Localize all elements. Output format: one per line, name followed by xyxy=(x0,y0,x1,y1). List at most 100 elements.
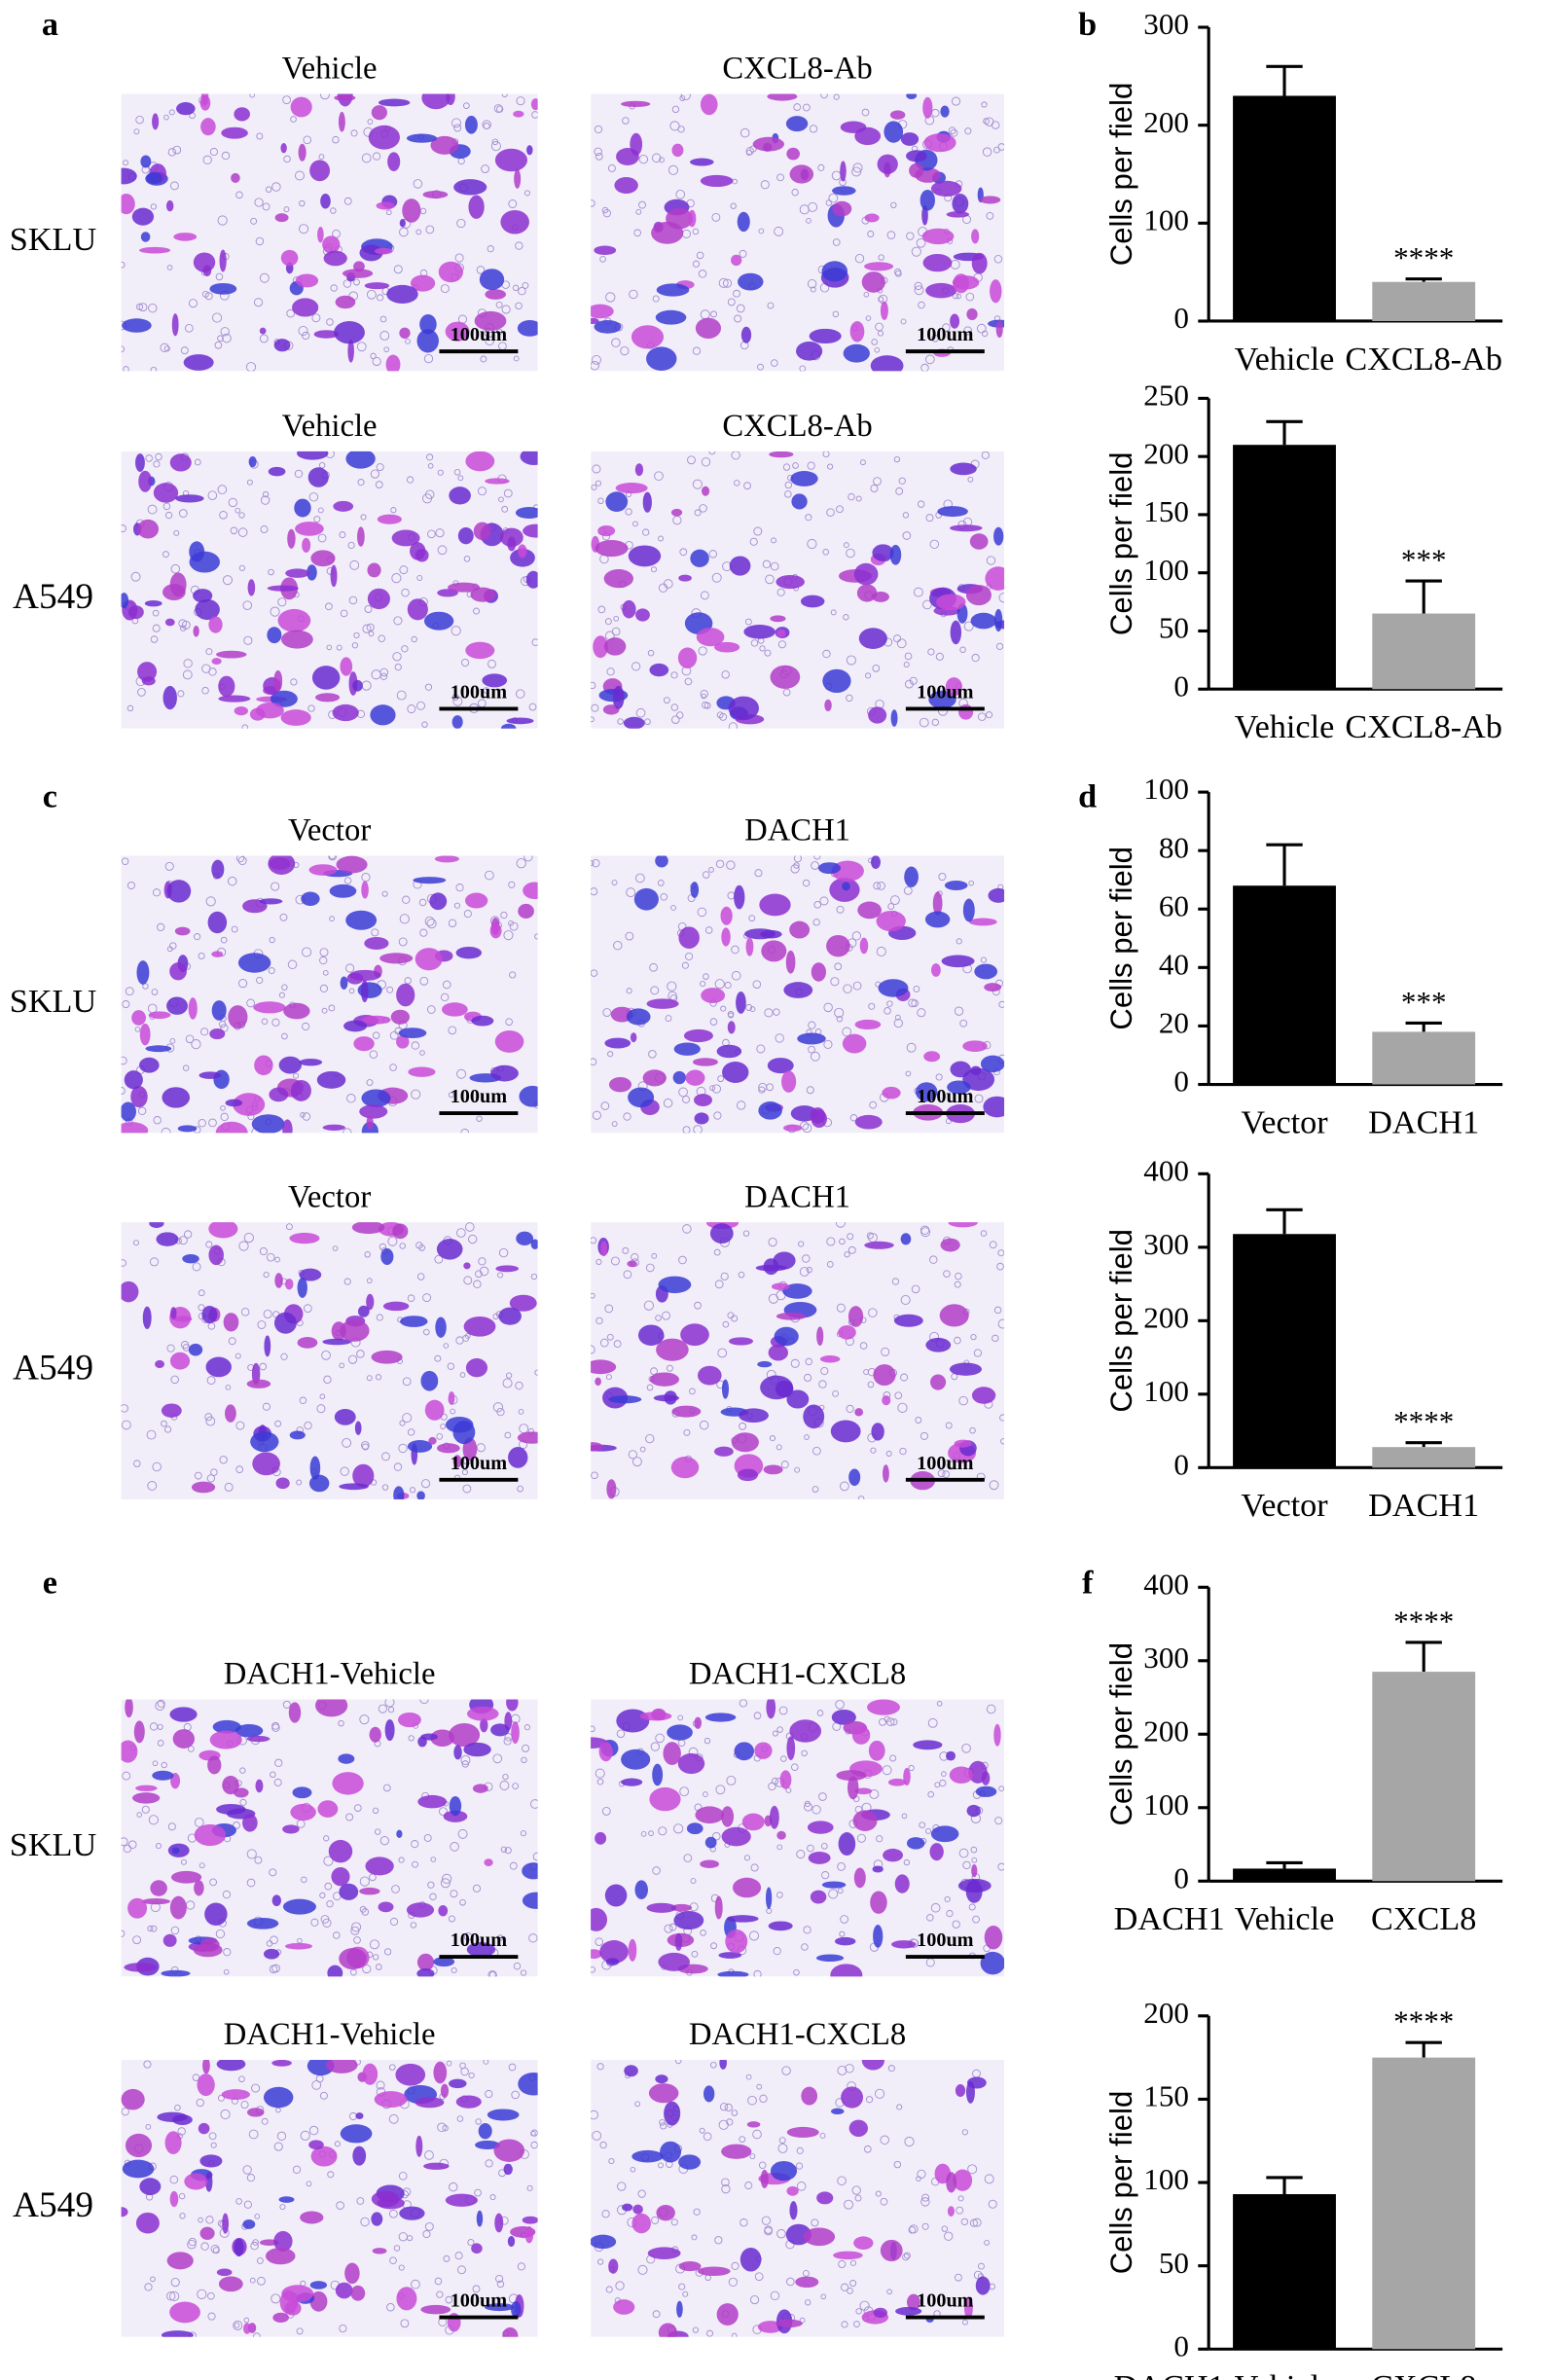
cell xyxy=(721,1806,734,1826)
cell xyxy=(523,524,549,538)
cell xyxy=(429,892,447,910)
cell xyxy=(484,1858,492,1866)
cell xyxy=(821,261,848,281)
cell xyxy=(200,118,216,135)
cell xyxy=(383,1302,410,1312)
cell xyxy=(688,210,696,228)
cell xyxy=(167,2252,194,2269)
cell xyxy=(657,283,690,296)
cell xyxy=(423,2163,449,2170)
cell xyxy=(698,1366,722,1386)
cell xyxy=(786,1736,795,1760)
cell xyxy=(162,1403,182,1417)
cell xyxy=(627,1008,651,1025)
cell xyxy=(608,1395,641,1403)
cell xyxy=(894,1315,923,1327)
cell xyxy=(983,1097,1011,1118)
cell xyxy=(234,1787,248,1797)
cell xyxy=(395,2064,425,2086)
cell xyxy=(310,550,335,566)
cell xyxy=(284,2301,301,2316)
cell xyxy=(458,527,474,544)
cell xyxy=(923,133,956,152)
cell xyxy=(738,212,750,232)
cell xyxy=(400,1316,427,1327)
cell xyxy=(310,2281,327,2290)
cell xyxy=(212,658,222,665)
cell xyxy=(985,1926,1003,1949)
cell xyxy=(207,1756,221,1775)
cell xyxy=(839,1832,856,1856)
cell xyxy=(234,706,248,715)
cell xyxy=(122,318,152,332)
cell xyxy=(485,289,506,300)
cell xyxy=(616,1710,649,1733)
cell xyxy=(269,467,286,476)
cell xyxy=(970,533,989,549)
cell xyxy=(628,1088,654,1108)
cell xyxy=(947,211,969,217)
image-title: CXCL8-Ab xyxy=(722,409,872,444)
cell xyxy=(210,1731,242,1749)
cell xyxy=(152,113,159,129)
cell xyxy=(208,1219,237,1238)
cell xyxy=(178,1125,198,1132)
cell xyxy=(730,556,751,575)
cell xyxy=(343,1021,367,1032)
cell xyxy=(260,328,267,335)
cell xyxy=(507,717,534,724)
y-tick-label: 20 xyxy=(1159,1006,1189,1040)
bar xyxy=(1372,614,1475,690)
cell xyxy=(595,540,629,557)
cell xyxy=(425,1400,445,1421)
cell xyxy=(465,893,487,909)
cell xyxy=(170,453,192,471)
cell xyxy=(136,960,149,985)
bar xyxy=(1233,95,1336,321)
cell xyxy=(470,588,495,602)
x-tick-label: Vehicle xyxy=(1235,2368,1335,2380)
cell xyxy=(424,612,453,631)
cell xyxy=(873,1865,884,1872)
cell xyxy=(452,715,463,729)
cell xyxy=(242,1814,258,1831)
cell xyxy=(853,2236,873,2250)
cell xyxy=(786,951,796,974)
y-tick-label: 60 xyxy=(1159,888,1189,922)
cell xyxy=(632,2205,643,2215)
cell xyxy=(739,1408,769,1423)
cell xyxy=(216,1122,248,1144)
cell xyxy=(343,269,373,278)
cell xyxy=(871,1423,884,1440)
cell xyxy=(282,1119,292,1139)
scale-bar-label: 100um xyxy=(451,1453,508,1474)
cell xyxy=(278,609,311,632)
cell xyxy=(841,2086,863,2108)
cell xyxy=(224,1313,239,1331)
cell xyxy=(616,148,639,165)
cell xyxy=(971,229,979,243)
cell xyxy=(854,1867,866,1888)
cell xyxy=(272,2313,289,2323)
cell xyxy=(465,451,494,472)
y-tick-label: 50 xyxy=(1159,611,1189,645)
cell xyxy=(139,2178,161,2195)
cell xyxy=(824,700,831,711)
y-tick-label: 400 xyxy=(1143,1153,1189,1187)
cell xyxy=(357,526,365,546)
cell xyxy=(613,2299,634,2315)
y-tick-label: 80 xyxy=(1159,830,1189,864)
cell xyxy=(199,1071,222,1079)
cell xyxy=(951,621,961,645)
cell xyxy=(471,1016,493,1027)
cell xyxy=(906,91,917,99)
cell xyxy=(629,545,661,566)
cell xyxy=(703,2085,714,2102)
cell xyxy=(189,997,198,1020)
cell xyxy=(767,92,797,101)
cell xyxy=(138,471,152,492)
cell xyxy=(219,2276,243,2291)
panel-letter: c xyxy=(43,778,57,815)
y-axis-title: Cells per field xyxy=(1104,1229,1138,1413)
